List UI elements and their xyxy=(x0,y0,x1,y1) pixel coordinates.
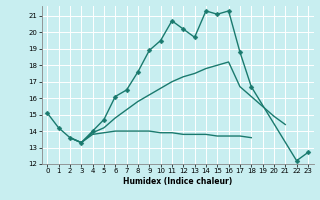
X-axis label: Humidex (Indice chaleur): Humidex (Indice chaleur) xyxy=(123,177,232,186)
